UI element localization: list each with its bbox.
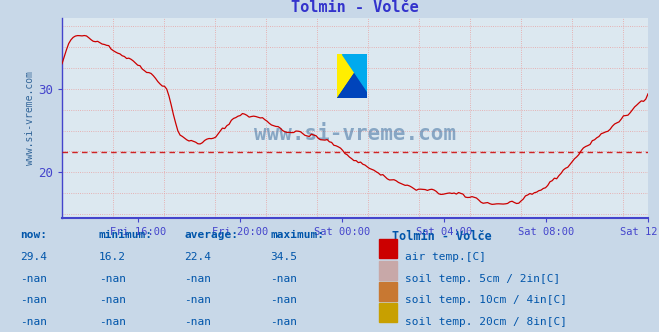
Text: air temp.[C]: air temp.[C]	[405, 252, 486, 262]
Text: -nan: -nan	[185, 295, 212, 305]
Text: now:: now:	[20, 230, 47, 240]
Text: -nan: -nan	[270, 316, 297, 326]
Bar	[379, 261, 397, 280]
Title: Tolmin - Volče: Tolmin - Volče	[291, 0, 419, 16]
Text: Tolmin - Volče: Tolmin - Volče	[392, 230, 492, 243]
Text: soil temp. 5cm / 2in[C]: soil temp. 5cm / 2in[C]	[405, 275, 561, 285]
Text: minimum:: minimum:	[99, 230, 153, 240]
Text: 22.4: 22.4	[185, 252, 212, 262]
Text: 34.5: 34.5	[270, 252, 297, 262]
Text: -nan: -nan	[99, 275, 126, 285]
Bar	[379, 282, 397, 301]
Text: average:: average:	[185, 230, 239, 240]
Text: -nan: -nan	[20, 316, 47, 326]
Text: 29.4: 29.4	[20, 252, 47, 262]
Text: soil temp. 10cm / 4in[C]: soil temp. 10cm / 4in[C]	[405, 295, 567, 305]
Text: soil temp. 20cm / 8in[C]: soil temp. 20cm / 8in[C]	[405, 316, 567, 326]
Text: -nan: -nan	[99, 316, 126, 326]
Text: www.si-vreme.com: www.si-vreme.com	[254, 124, 456, 144]
Text: -nan: -nan	[270, 275, 297, 285]
Text: 16.2: 16.2	[99, 252, 126, 262]
Text: -nan: -nan	[20, 295, 47, 305]
Text: -nan: -nan	[185, 316, 212, 326]
Text: maximum:: maximum:	[270, 230, 324, 240]
Text: -nan: -nan	[20, 275, 47, 285]
Y-axis label: www.si-vreme.com: www.si-vreme.com	[25, 71, 35, 165]
Bar	[379, 239, 397, 258]
Text: -nan: -nan	[270, 295, 297, 305]
Text: -nan: -nan	[99, 295, 126, 305]
Bar	[379, 303, 397, 322]
Text: -nan: -nan	[185, 275, 212, 285]
